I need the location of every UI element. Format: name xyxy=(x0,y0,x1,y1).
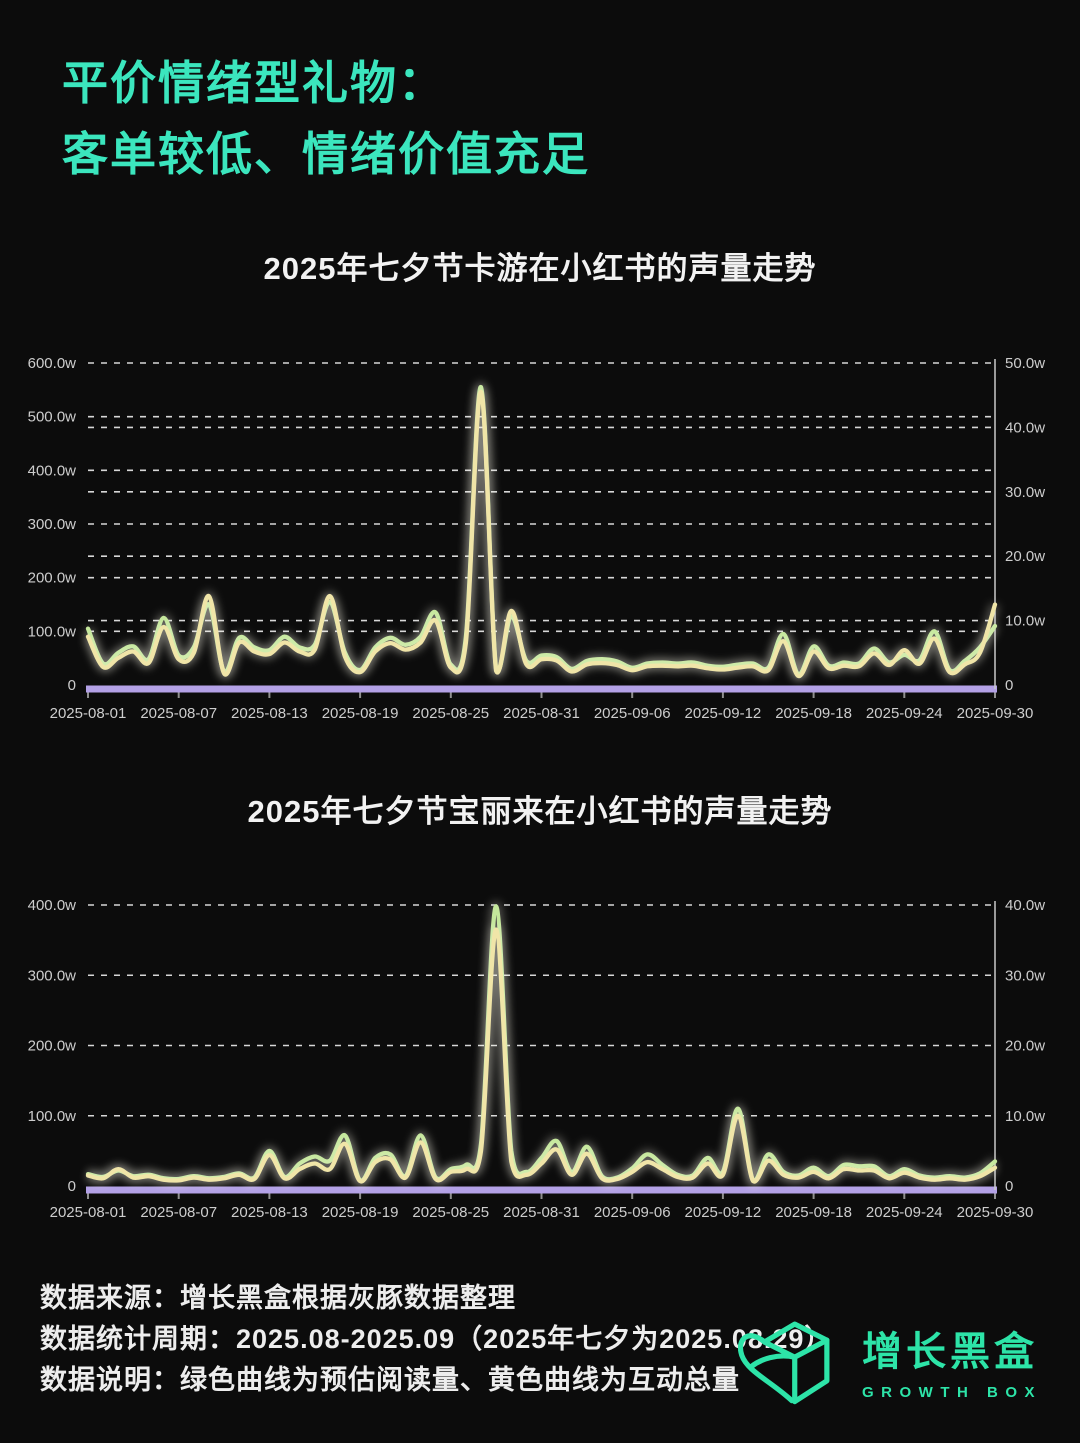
data-note-line: 数据说明：绿色曲线为预估阅读量、黄色曲线为互动总量 xyxy=(40,1365,740,1396)
left-axis-tick: 300.0w xyxy=(28,967,77,984)
title-line-2: 客单较低、情绪价值充足 xyxy=(62,128,590,181)
left-axis-tick: 200.0w xyxy=(28,1038,77,1055)
left-axis-tick: 100.0w xyxy=(28,623,77,640)
right-axis-tick: 0 xyxy=(1005,677,1013,694)
right-axis-tick: 0 xyxy=(1005,1178,1013,1195)
互动总量-glow xyxy=(83,386,1000,681)
x-axis-tick: 2025-09-30 xyxy=(957,1204,1034,1221)
right-axis-tick: 10.0w xyxy=(1005,613,1045,630)
x-axis-tick: 2025-09-30 xyxy=(957,705,1034,722)
chart1-title: 2025年七夕节卡游在小红书的声量走势 xyxy=(263,251,817,286)
left-axis-tick: 400.0w xyxy=(28,462,77,479)
title-line-1: 平价情绪型礼物： xyxy=(62,57,446,109)
x-axis-tick: 2025-09-12 xyxy=(685,705,762,722)
left-axis-tick: 0 xyxy=(68,677,76,694)
x-axis-tick: 2025-08-07 xyxy=(140,705,217,722)
x-axis-tick: 2025-08-19 xyxy=(322,1204,399,1221)
x-axis-tick: 2025-08-25 xyxy=(412,705,489,722)
unfolding-box-icon xyxy=(738,1321,830,1405)
left-axis-tick: 200.0w xyxy=(28,570,77,587)
x-axis-tick: 2025-08-01 xyxy=(50,705,127,722)
chart2-title: 2025年七夕节宝丽来在小红书的声量走势 xyxy=(247,794,833,829)
kayou-volume-chart: 600.0w 500.0w 400.0w 300.0w 200.0w 100.0w 0 50.… xyxy=(28,355,1046,722)
left-axis-tick: 100.0w xyxy=(28,1108,77,1125)
data-period-line: 数据统计周期：2025.08-2025.09（2025年七夕为2025.08.2… xyxy=(40,1324,833,1355)
x-axis-tick: 2025-09-18 xyxy=(775,1204,852,1221)
x-axis-tick: 2025-09-12 xyxy=(685,1204,762,1221)
right-axis-tick: 10.0w xyxy=(1005,1108,1045,1125)
data-source-line: 数据来源：增长黑盒根据灰豚数据整理 xyxy=(40,1283,516,1313)
x-axis-tick: 2025-09-24 xyxy=(866,1204,943,1221)
left-axis-tick: 600.0w xyxy=(28,355,77,372)
logo-name-cn: 增长黑盒 xyxy=(862,1330,1038,1374)
x-axis-tick: 2025-09-18 xyxy=(775,705,852,722)
x-axis-tick: 2025-08-25 xyxy=(412,1204,489,1221)
right-axis-tick: 50.0w xyxy=(1005,355,1045,372)
x-axis xyxy=(86,901,997,1199)
x-axis-tick: 2025-08-07 xyxy=(140,1204,217,1221)
interaction-volume-line xyxy=(85,389,998,679)
gridlines xyxy=(88,904,995,1117)
x-axis-tick: 2025-09-06 xyxy=(594,1204,671,1221)
logo-name-en: GROWTH BOX xyxy=(862,1384,1042,1401)
x-axis-tick: 2025-08-01 xyxy=(50,1204,127,1221)
预估阅读量-glow xyxy=(86,901,999,1186)
left-axis-tick: 500.0w xyxy=(28,409,77,426)
x-axis-tick: 2025-08-13 xyxy=(231,1204,308,1221)
left-axis-tick: 400.0w xyxy=(28,897,77,914)
right-axis-tick: 40.0w xyxy=(1005,897,1045,914)
logo-text: 增长黑盒 GROWTH BOX xyxy=(862,1319,1042,1401)
right-axis-tick: 30.0w xyxy=(1005,484,1045,501)
right-axis-tick: 20.0w xyxy=(1005,1038,1045,1055)
left-axis-tick: 300.0w xyxy=(28,516,77,533)
right-axis-tick: 30.0w xyxy=(1005,967,1045,984)
right-axis-tick: 20.0w xyxy=(1005,548,1045,565)
reading-volume-line xyxy=(85,904,998,1183)
gridlines xyxy=(88,362,995,633)
axis-labels: 600.0w 500.0w 400.0w 300.0w 200.0w 100.0w 0 50.… xyxy=(28,355,1046,722)
互动总量-glow xyxy=(86,924,998,1187)
data-notes: 数据来源：增长黑盒根据灰豚数据整理 数据统计周期：2025.08-2025.09… xyxy=(40,1278,832,1401)
x-axis-tick: 2025-08-13 xyxy=(231,705,308,722)
growth-box-logo: 增长黑盒 GROWTH BOX xyxy=(738,1314,1042,1406)
x-axis-tick: 2025-08-19 xyxy=(322,705,399,722)
interaction-volume-line xyxy=(85,927,998,1184)
page-title: 平价情绪型礼物： 客单较低、情绪价值充足 xyxy=(62,48,590,191)
right-axis-tick: 40.0w xyxy=(1005,419,1045,436)
x-axis-tick: 2025-08-31 xyxy=(503,705,580,722)
x-axis-tick: 2025-08-31 xyxy=(503,1204,580,1221)
left-axis-tick: 0 xyxy=(68,1178,76,1195)
x-axis-tick: 2025-09-24 xyxy=(866,705,943,722)
axis-labels: 400.0w 300.0w 200.0w 100.0w 0 40.0w 30.0w 20.0w… xyxy=(28,897,1046,1221)
x-axis-tick: 2025-09-06 xyxy=(594,705,671,722)
polaroid-volume-chart: 400.0w 300.0w 200.0w 100.0w 0 40.0w 30.0w 20.0w… xyxy=(28,897,1046,1221)
